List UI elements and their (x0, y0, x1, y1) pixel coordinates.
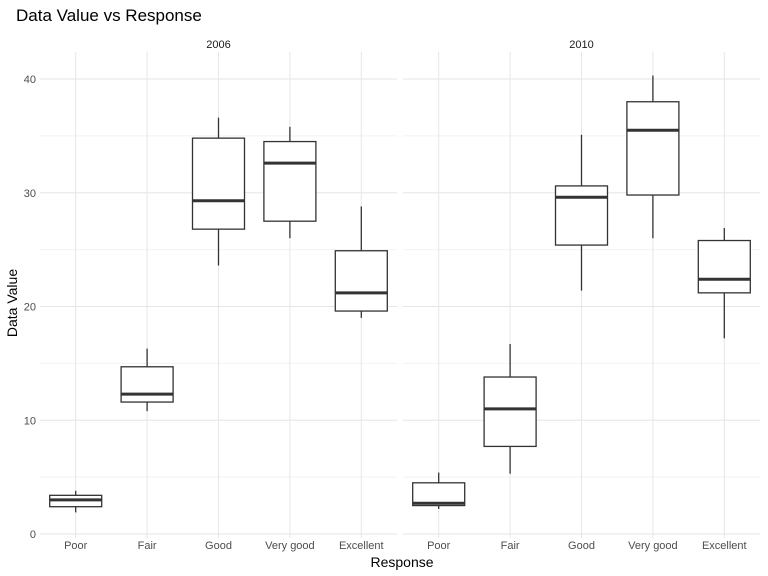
y-tick-label: 0 (30, 529, 36, 541)
boxplot-fair (120, 348, 174, 412)
box-iqr (191, 137, 246, 230)
panel-strip-label: 2006 (206, 39, 230, 51)
x-tick-label: Very good (265, 540, 315, 552)
boxplot-fair (483, 344, 537, 474)
box-iqr (554, 185, 609, 246)
boxplot-poor (412, 472, 466, 509)
panel-2010: 2010 Poor Fair Good Very good Excellent (403, 39, 760, 552)
y-tick-label: 10 (24, 415, 36, 427)
x-tick-label: Poor (427, 540, 451, 552)
panel-2006: 2006 Poor Fair Good Very good Excellent 0 10 20 3… (24, 39, 397, 552)
chart-title: Data Value vs Response (16, 6, 202, 25)
x-tick-label: Excellent (339, 540, 384, 552)
box-iqr (120, 366, 174, 403)
chart-panels: 2006 Poor Fair Good Very good Excellent 0 10 20 3… (24, 39, 760, 552)
boxplot-good (191, 117, 246, 266)
x-tick-label: Good (568, 540, 595, 552)
box-iqr (483, 376, 537, 448)
y-axis-title: Data Value (4, 269, 20, 337)
panel-strip-label: 2010 (569, 39, 593, 51)
x-tick-label: Poor (64, 540, 88, 552)
boxplot-excellent (697, 228, 751, 339)
box-iqr (697, 239, 751, 294)
box-iqr (412, 482, 466, 507)
x-tick-label: Excellent (702, 540, 747, 552)
x-tick-label: Good (205, 540, 232, 552)
x-tick-label: Very good (628, 540, 678, 552)
y-tick-label: 40 (24, 74, 36, 86)
boxplot-poor (49, 490, 103, 513)
box-iqr (263, 140, 317, 222)
boxplot-very-good (263, 126, 317, 239)
box-iqr (334, 250, 388, 312)
boxplot-excellent (334, 206, 388, 318)
y-tick-label: 30 (24, 188, 36, 200)
x-axis-title: Response (370, 554, 433, 570)
boxplot-very-good (626, 75, 680, 239)
x-tick-label: Fair (501, 540, 520, 552)
box-iqr (626, 101, 680, 196)
boxplot-good (554, 134, 609, 291)
y-tick-label: 20 (24, 302, 36, 314)
x-tick-label: Fair (138, 540, 157, 552)
